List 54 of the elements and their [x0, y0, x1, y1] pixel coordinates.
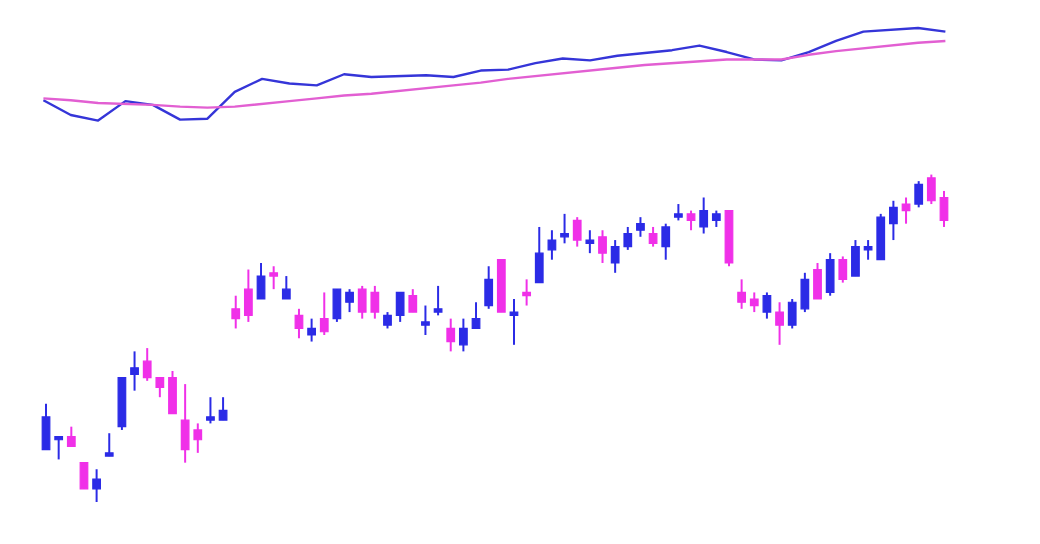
candlestick: [522, 278, 532, 307]
candlestick: [901, 196, 911, 225]
candlestick: [914, 180, 924, 209]
candlestick: [206, 396, 215, 425]
candlestick: [572, 216, 582, 248]
candlestick: [446, 317, 456, 353]
candlestick: [813, 261, 822, 300]
candlestick: [636, 216, 645, 238]
candlestick: [825, 252, 835, 297]
candlestick: [319, 291, 329, 336]
candlestick: [218, 396, 228, 422]
candlestick: [395, 291, 405, 323]
candlestick: [509, 297, 519, 346]
candlestick: [345, 288, 354, 314]
candlestick: [889, 199, 898, 242]
candlestick: [307, 317, 316, 343]
candlestick: [547, 229, 557, 261]
candlestick: [54, 435, 64, 461]
candlestick: [534, 225, 544, 284]
candlestick: [775, 301, 784, 346]
candlestick: [269, 265, 279, 291]
candlestick: [104, 432, 114, 458]
candlestick: [92, 468, 102, 503]
candlestick: [686, 209, 696, 232]
candlestick: [749, 291, 759, 314]
candlestick: [332, 288, 342, 323]
candlestick: [585, 229, 595, 255]
candlestick: [256, 261, 266, 300]
candlestick: [648, 225, 658, 248]
candlestick: [598, 229, 607, 264]
candlestick: [66, 425, 76, 448]
candlestick: [79, 461, 89, 490]
candlestick: [737, 278, 747, 310]
candlestick: [408, 288, 418, 314]
candlestick: [41, 402, 51, 451]
candlestick: [168, 370, 177, 415]
candlestick: [421, 304, 430, 336]
candlestick: [661, 222, 671, 261]
candlestick: [433, 284, 443, 317]
candlestick: [838, 255, 848, 284]
candlestick: [243, 268, 253, 323]
candlestick: [281, 275, 291, 300]
candlestick: [560, 212, 569, 245]
candlestick: [294, 307, 304, 340]
candlestick: [699, 196, 709, 235]
candlestick: [458, 317, 468, 353]
candlestick: [926, 173, 936, 206]
candlestick: [231, 294, 241, 330]
candlestick: [939, 189, 949, 228]
candlestick: [130, 350, 139, 392]
candlestick: [484, 265, 494, 310]
candlestick: [762, 291, 772, 320]
candlestick: [851, 239, 860, 278]
candlestick: [471, 301, 481, 330]
